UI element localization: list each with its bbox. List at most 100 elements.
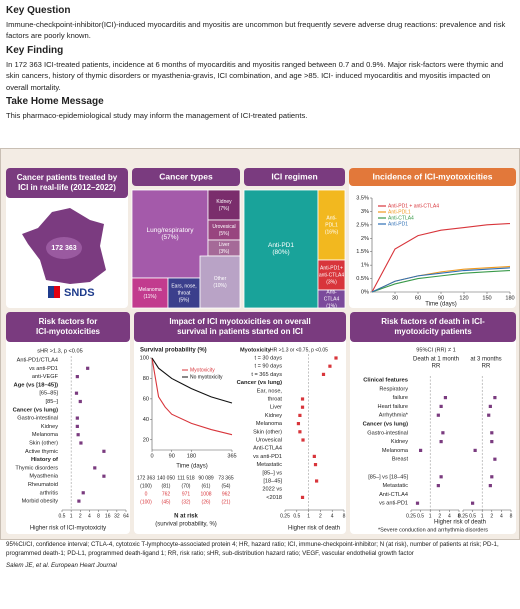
cell-label: PDL1 xyxy=(325,222,338,228)
estimate xyxy=(490,440,494,444)
panel-title: Incidence of ICI-myotoxicities xyxy=(373,171,493,181)
row-label: Gastro-intestinal xyxy=(17,416,58,422)
treemap-cell xyxy=(317,189,346,261)
estimate xyxy=(415,501,420,505)
column-header: Death at 1 month xyxy=(413,357,459,363)
cell-label: Liver xyxy=(219,242,230,248)
estimate xyxy=(490,431,494,435)
estimate xyxy=(490,475,494,479)
paragraph: Immune-checkpoint-inhibitor(ICI)-induced… xyxy=(6,20,506,41)
cell-label: throat xyxy=(178,290,191,296)
logo-flag xyxy=(48,286,54,298)
x-tick-label: 2 xyxy=(438,513,441,519)
at-risk: (61) xyxy=(202,483,211,489)
cell-label: (16%) xyxy=(325,229,339,235)
row-label: Myasthenia xyxy=(29,474,58,480)
cell-label: Melanoma xyxy=(138,287,162,293)
estimate xyxy=(436,484,440,488)
x-tick-label: 0.5 xyxy=(417,513,424,519)
line xyxy=(151,357,233,436)
at-risk: 962 xyxy=(222,491,231,497)
row-label: Rheumatoid xyxy=(28,482,58,488)
paragraph: This pharmaco-epidemiological study may … xyxy=(6,111,308,121)
x-tick-label: 4 xyxy=(331,513,334,519)
y-tick-label: 2% xyxy=(361,236,369,242)
line xyxy=(371,267,511,293)
row-label: <2018 xyxy=(266,495,282,501)
count: 172 363 xyxy=(51,245,76,252)
line xyxy=(371,222,511,293)
estimate xyxy=(328,364,332,368)
x-tick-label: 4 xyxy=(448,513,451,519)
row-label: anti-VEGF xyxy=(32,374,59,380)
x-tick-label: 180 xyxy=(187,453,196,459)
estimate xyxy=(300,397,305,401)
treemap-cell xyxy=(243,189,319,309)
estimate xyxy=(439,475,443,479)
cell-label: Other xyxy=(214,276,227,282)
subtitle: sHR >1.3, p <0.05 xyxy=(37,348,82,354)
row-label: Arrhythmia* xyxy=(379,413,409,419)
footer: 95%CI/CI, confidence interval; CTLA-4, c… xyxy=(6,541,514,571)
x-tick-label: 8 xyxy=(510,513,513,519)
row-label: Skin (other) xyxy=(29,440,58,446)
x-tick-label: 0.25 xyxy=(458,513,468,519)
treemap-cell xyxy=(207,189,241,221)
row-label: Melanoma xyxy=(32,432,59,438)
y-tick-label: 80 xyxy=(143,376,149,382)
x-tick-label: 4 xyxy=(88,513,91,519)
y-tick-label: 1% xyxy=(361,263,369,269)
estimate xyxy=(493,396,497,400)
x-tick-label: 0.5 xyxy=(469,513,476,519)
x-tick-label: 90 xyxy=(169,453,175,459)
x-tick-label: 2 xyxy=(79,513,82,519)
y-tick-label: 0.5% xyxy=(356,276,369,282)
estimate xyxy=(488,484,492,488)
column-header: RR xyxy=(432,364,441,370)
at-risk: 0 xyxy=(145,491,148,497)
y-tick-label: 20 xyxy=(143,437,149,443)
panel xyxy=(134,312,346,534)
estimate xyxy=(300,405,305,409)
row-label: t = 30 days xyxy=(254,355,282,361)
at-risk: 90 089 xyxy=(198,475,214,481)
summary: Key Question Immune-checkpoint-inhibitor… xyxy=(0,0,520,150)
treemap-cell xyxy=(317,289,346,309)
legend-label: No myotoxicity xyxy=(190,374,223,380)
y-tick-label: 3.5% xyxy=(356,195,369,201)
estimate xyxy=(439,404,443,408)
estimate xyxy=(315,479,319,483)
y-tick-label: 40 xyxy=(143,417,149,423)
row-label: Heart failure xyxy=(378,404,408,410)
at-risk: (21) xyxy=(222,499,231,505)
subtitle: Myotoxicity xyxy=(240,347,272,353)
estimate xyxy=(436,413,440,417)
abbreviations: 95%CI/CI, confidence interval; CTLA-4, c… xyxy=(6,541,499,557)
estimate xyxy=(471,501,475,505)
estimate xyxy=(78,399,82,404)
row-label: Anti-PD1/CTLA4 xyxy=(17,357,58,363)
x-tick-label: 8 xyxy=(343,513,346,519)
cell-label: anti-CTLA4 xyxy=(319,272,345,278)
x-tick-label: 1 xyxy=(481,513,484,519)
line xyxy=(151,357,233,404)
estimate xyxy=(75,424,79,428)
logo-flag xyxy=(54,286,60,298)
row-label: 2022 vs xyxy=(262,487,282,493)
heading: Take Home Message xyxy=(6,96,104,108)
line xyxy=(371,269,511,293)
cell-label: Lung/respiratory xyxy=(147,227,195,234)
cell-label: (80%) xyxy=(272,249,289,256)
x-tick-label: 0.25 xyxy=(406,513,416,519)
cell-label: (5%) xyxy=(179,297,190,303)
row-label: vs anti-PD1 xyxy=(253,454,282,460)
row-label: Anti-CTLA4 xyxy=(253,446,282,452)
row-label: Kidney xyxy=(41,424,58,430)
row-label: Gastro-intestinal xyxy=(367,430,408,436)
y-tick-label: 60 xyxy=(143,396,149,402)
x-tick-label: 0.25 xyxy=(280,513,290,519)
subtitle: HR >1.3 or <0.75, p <0.05 xyxy=(270,347,328,353)
x-tick-label: 8 xyxy=(458,513,461,519)
y-tick-label: 100 xyxy=(140,355,149,361)
